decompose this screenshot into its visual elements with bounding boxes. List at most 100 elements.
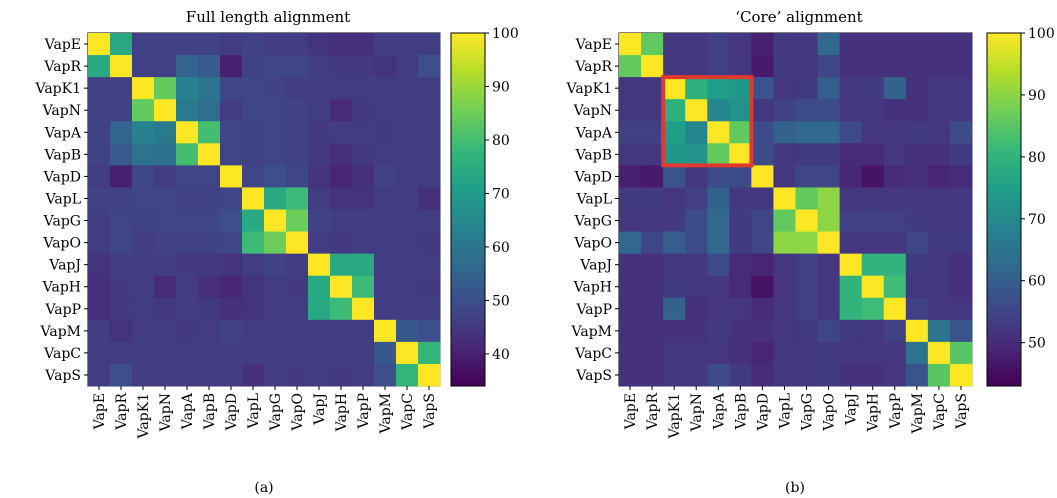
x-tick-label: VapJ: [312, 393, 328, 426]
heatmap-a-cell: [352, 319, 375, 343]
heatmap-b-cell: [751, 341, 774, 365]
heatmap-b-x-ticks: VapE VapR VapK1 VapN VapA VapB VapD VapL VapG Vap…: [623, 386, 970, 440]
heatmap-b-cell: [861, 77, 885, 100]
y-tick-label: VapL: [576, 191, 612, 207]
x-tick-label: VapR: [645, 393, 661, 431]
heatmap-a-cell: [374, 121, 397, 144]
heatmap-a-cell: [88, 55, 111, 78]
heatmap-b-cell: [861, 253, 885, 277]
heatmap-a-cell: [198, 231, 221, 255]
heatmap-a-cell: [396, 55, 419, 78]
heatmap-a-cell: [352, 209, 375, 232]
x-tick-label: VapH: [866, 393, 882, 432]
heatmap-a-cell: [264, 187, 287, 210]
heatmap-a-cell: [154, 319, 177, 343]
heatmap-a-cell: [418, 209, 441, 232]
heatmap-b-cell: [707, 165, 730, 188]
heatmap-a-cell: [308, 319, 331, 343]
heatmap-a-cell: [176, 99, 199, 122]
heatmap-b-cell: [663, 143, 686, 166]
x-tick-label: VapN: [689, 393, 705, 432]
heatmap-b-cell: [751, 99, 774, 122]
heatmap-b-cell: [773, 209, 796, 232]
heatmap-a-cell: [352, 33, 375, 56]
heatmap-a-cell: [176, 121, 199, 144]
heatmap-b-cell: [685, 55, 708, 78]
heatmap-a-cell: [132, 341, 155, 365]
heatmap-a-cell: [396, 319, 419, 343]
x-tick-label: VapC: [932, 393, 948, 431]
colorbar-tick-label: 90: [492, 79, 510, 95]
heatmap-a-cell: [308, 209, 331, 232]
y-tick-label: VapK1: [35, 81, 82, 97]
x-tick-label: VapL: [777, 393, 793, 429]
heatmap-a-cell: [220, 275, 243, 299]
heatmap-b-cell: [905, 143, 929, 166]
heatmap-a-cell: [154, 33, 177, 56]
colorbar-tick-label: 50: [1028, 336, 1046, 352]
heatmap-a-cell: [396, 275, 419, 299]
heatmap-a-cell: [154, 77, 177, 100]
heatmap-a-cell: [220, 77, 243, 100]
heatmap-b-cell: [641, 165, 664, 188]
heatmap-a-cell: [198, 187, 221, 210]
heatmap-a-cell: [286, 275, 309, 299]
x-tick-label: VapB: [202, 393, 218, 430]
heatmap-b-cell: [641, 363, 664, 387]
x-tick-label: VapO: [290, 393, 306, 432]
heatmap-a-cell: [110, 143, 133, 166]
heatmap-b-cell: [663, 99, 686, 122]
x-tick-label: VapA: [711, 392, 727, 430]
heatmap-b-cell: [949, 143, 973, 166]
heatmap-a-cell: [418, 99, 441, 122]
heatmap-b-cell: [949, 341, 973, 365]
heatmap-b-cell: [685, 143, 708, 166]
heatmap-b-cell: [773, 341, 796, 365]
heatmap-a-cell: [374, 187, 397, 210]
heatmap-b-cell: [619, 341, 642, 365]
heatmap-b-cell: [619, 55, 642, 78]
heatmap-a-cell: [374, 231, 397, 255]
heatmap-b-cell: [839, 55, 863, 78]
heatmap-a-cell: [242, 99, 265, 122]
heatmap-a-cell: [132, 99, 155, 122]
heatmap-b-cell: [641, 231, 664, 255]
heatmap-b-cell: [641, 143, 664, 166]
y-tick-label: VapC: [574, 346, 612, 362]
heatmap-b-cell: [707, 319, 730, 343]
heatmap-b-cell: [795, 55, 818, 78]
heatmap-a-cell: [242, 33, 265, 56]
heatmap-a-cell: [418, 55, 441, 78]
heatmap-b-cell: [795, 253, 818, 277]
heatmap-a-cell: [154, 209, 177, 232]
heatmap-b-cell: [839, 121, 863, 144]
heatmap-b-cell: [861, 143, 885, 166]
heatmap-b-cell: [905, 231, 929, 255]
heatmap-a-cell: [308, 187, 331, 210]
heatmap-b-cell: [817, 55, 841, 78]
heatmap-a-cell: [220, 99, 243, 122]
heatmap-b-cell: [817, 121, 841, 144]
heatmap-a-cell: [286, 121, 309, 144]
x-tick-label: VapA: [180, 392, 196, 430]
heatmap-a-cell: [330, 121, 353, 144]
heatmap-a-cell: [352, 275, 375, 299]
heatmap-a-cell: [308, 165, 331, 188]
heatmap-a-cell: [374, 143, 397, 166]
x-tick-label: VapK1: [667, 393, 683, 440]
heatmap-b-cell: [773, 99, 796, 122]
x-tick-label: VapL: [246, 393, 262, 429]
heatmap-a-cell: [220, 231, 243, 255]
heatmap-b-cell: [905, 99, 929, 122]
x-tick-label: VapN: [158, 393, 174, 432]
heatmap-b-cell: [883, 209, 907, 232]
heatmap-a-cell: [286, 143, 309, 166]
y-tick-label: VapD: [43, 169, 81, 185]
heatmap-b-cell: [839, 209, 863, 232]
heatmap-a-cell: [88, 297, 111, 321]
heatmap-a-cell: [330, 209, 353, 232]
heatmap-b-cell: [641, 187, 664, 210]
heatmap-a-cell: [264, 143, 287, 166]
heatmap-a-cell: [330, 363, 353, 387]
heatmap-b-cell: [795, 363, 818, 387]
